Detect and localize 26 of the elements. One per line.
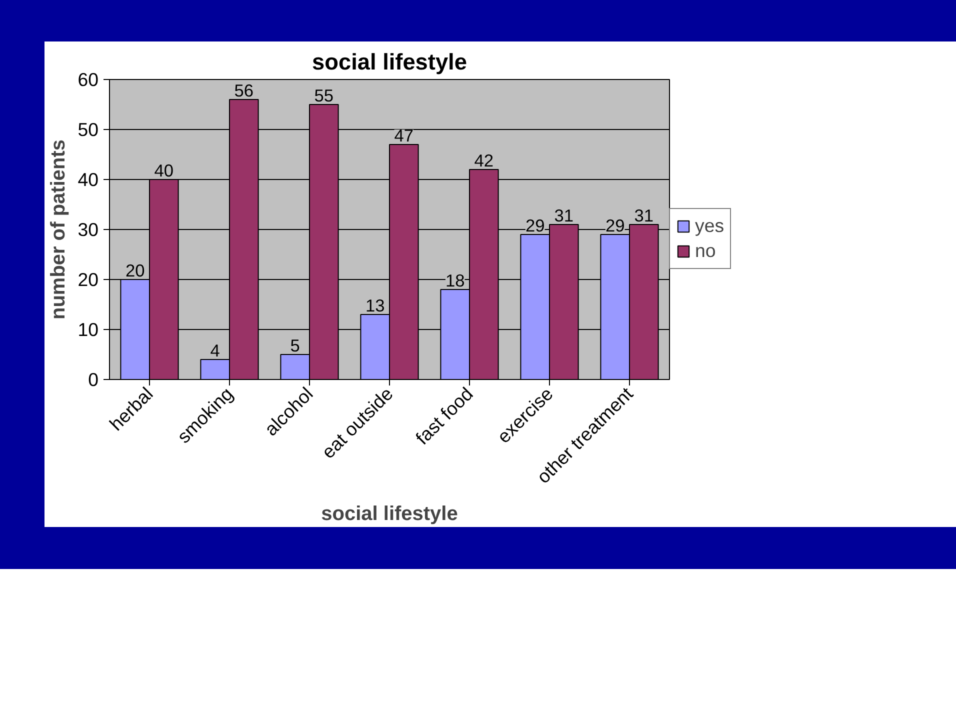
y-tick-label: 40 [78, 169, 99, 190]
y-tick-label: 0 [88, 369, 99, 390]
data-label: 42 [474, 150, 494, 170]
y-tick-label: 20 [78, 269, 99, 290]
legend-label: yes [695, 215, 724, 237]
y-tick-label: 10 [78, 319, 99, 340]
y-tick-label: 50 [78, 119, 99, 140]
data-label: 20 [125, 260, 145, 280]
data-label: 47 [394, 126, 414, 146]
y-tick-label: 60 [78, 69, 99, 90]
data-label: 31 [554, 206, 574, 226]
data-label: 18 [445, 270, 465, 290]
data-label: 40 [154, 160, 174, 180]
chart-title: social lifestyle [312, 48, 467, 74]
data-label: 29 [605, 216, 625, 236]
data-label: 4 [210, 340, 220, 360]
x-axis-title: social lifestyle [321, 502, 458, 525]
data-label: 5 [290, 336, 300, 356]
y-tick-label: 30 [78, 219, 99, 240]
data-label: 13 [365, 296, 385, 316]
data-label: 31 [634, 206, 654, 226]
data-label: 29 [525, 216, 545, 236]
y-axis-title: number of patients [48, 139, 70, 320]
data-label: 55 [314, 86, 334, 106]
data-label: 56 [234, 80, 254, 100]
legend-label: no [695, 240, 716, 262]
